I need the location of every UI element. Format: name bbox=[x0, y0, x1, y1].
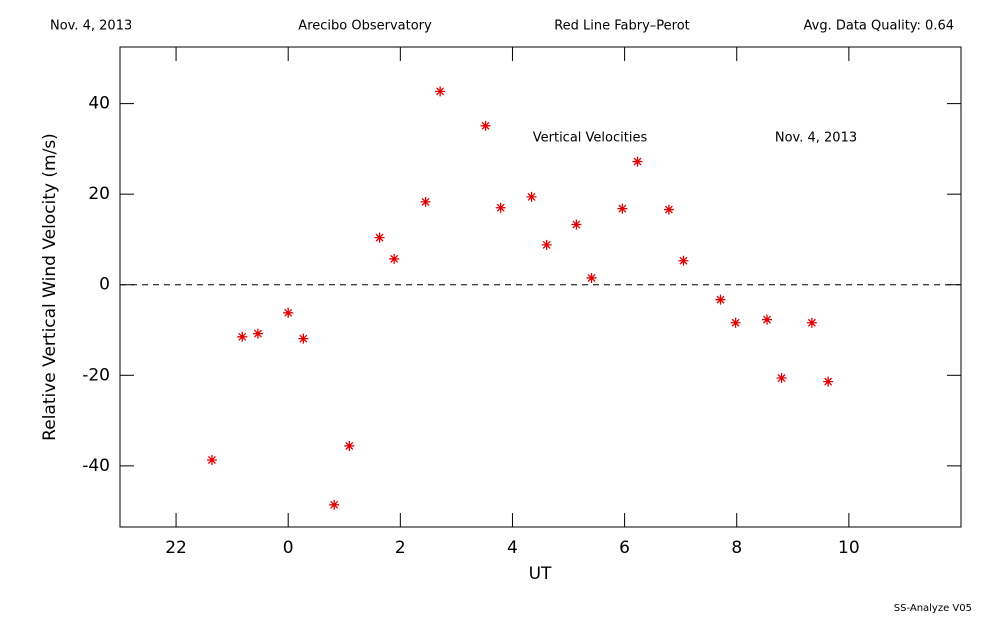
annotation-date: Nov. 4, 2013 bbox=[775, 131, 857, 146]
header-observatory: Arecibo Observatory bbox=[298, 19, 432, 34]
data-point bbox=[762, 314, 773, 325]
y-axis-label: Relative Vertical Wind Velocity (m/s) bbox=[40, 133, 60, 441]
data-point bbox=[776, 373, 787, 384]
data-point bbox=[617, 203, 628, 214]
data-point bbox=[252, 328, 263, 339]
footer: SS-Analyze V05 bbox=[894, 603, 972, 614]
data-point bbox=[495, 202, 506, 213]
x-tick-label: 0 bbox=[283, 538, 294, 558]
y-tick-label: 20 bbox=[88, 184, 110, 204]
data-point bbox=[206, 454, 217, 465]
data-point bbox=[526, 191, 537, 202]
data-point bbox=[374, 232, 385, 243]
x-tick-label: 4 bbox=[507, 538, 518, 558]
data-point bbox=[298, 333, 309, 344]
data-point bbox=[435, 86, 446, 97]
y-tick-label: 40 bbox=[88, 94, 110, 114]
data-point bbox=[823, 376, 834, 387]
data-point bbox=[541, 239, 552, 250]
data-point bbox=[329, 499, 340, 510]
header-instrument: Red Line Fabry–Perot bbox=[554, 19, 690, 34]
annotation-title: Vertical Velocities bbox=[533, 131, 648, 146]
data-point bbox=[571, 219, 582, 230]
y-tick-label: -40 bbox=[82, 456, 110, 476]
header-date: Nov. 4, 2013 bbox=[50, 19, 132, 34]
x-tick-label: 10 bbox=[838, 538, 860, 558]
data-point bbox=[632, 156, 643, 167]
header-quality: Avg. Data Quality: 0.64 bbox=[804, 19, 954, 34]
data-point bbox=[715, 294, 726, 305]
plot-frame bbox=[119, 46, 962, 528]
data-point bbox=[480, 120, 491, 131]
data-point bbox=[678, 255, 689, 266]
x-tick-label: 6 bbox=[619, 538, 630, 558]
x-axis-label: UT bbox=[529, 564, 552, 584]
data-point bbox=[420, 196, 431, 207]
y-tick-label: -20 bbox=[82, 365, 110, 385]
x-tick-label: 8 bbox=[731, 538, 742, 558]
data-point bbox=[806, 317, 817, 328]
data-point bbox=[344, 440, 355, 451]
y-tick-label: 0 bbox=[99, 275, 110, 295]
data-point bbox=[389, 253, 400, 264]
x-tick-label: 22 bbox=[165, 538, 187, 558]
data-point bbox=[586, 272, 597, 283]
data-point bbox=[283, 307, 294, 318]
data-point bbox=[730, 317, 741, 328]
x-tick-label: 2 bbox=[395, 538, 406, 558]
data-point bbox=[237, 331, 248, 342]
data-point bbox=[663, 204, 674, 215]
